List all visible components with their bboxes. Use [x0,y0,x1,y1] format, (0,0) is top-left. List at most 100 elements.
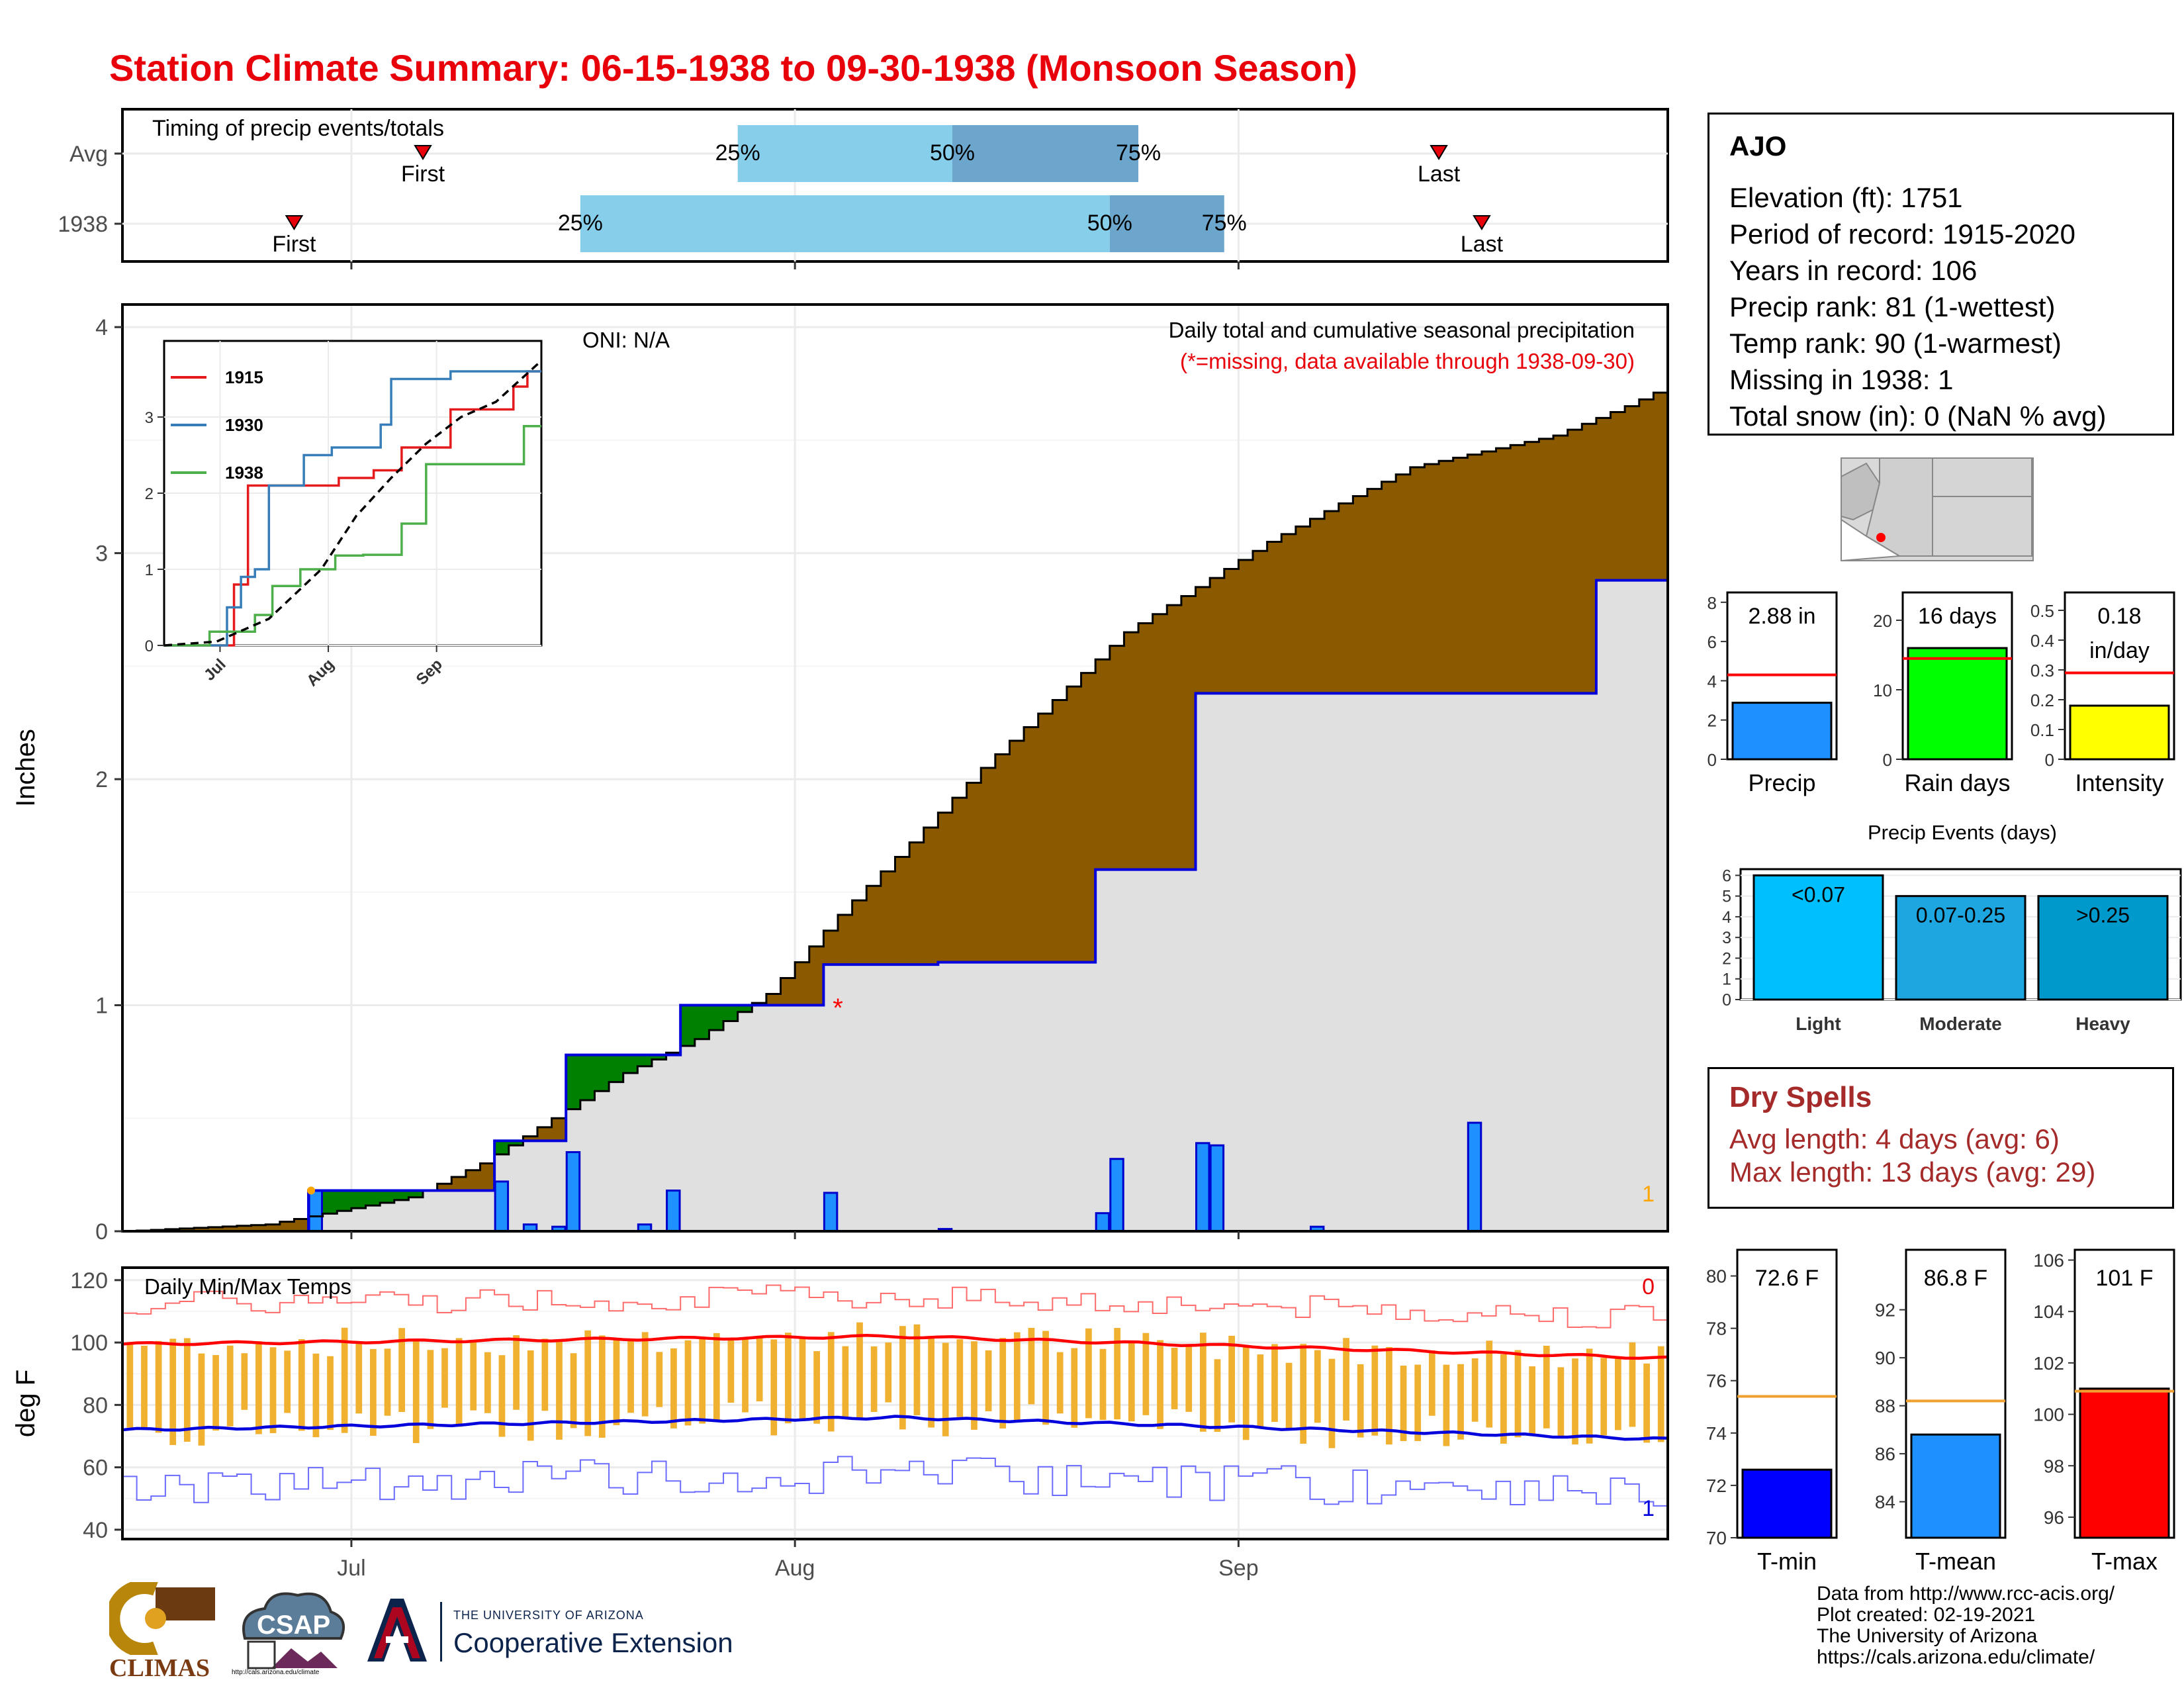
deficit-fill [1381,481,1396,694]
precip-gauge-2-ytick-label: 0.2 [2030,690,2054,710]
temp-ytick-label: 60 [83,1456,108,1481]
daily-temp-bar [412,1339,420,1443]
daily-temp-bar [1328,1358,1336,1448]
daily-temp-bar [226,1345,234,1427]
deficit-fill [1481,451,1497,694]
events-category-label: Light [1796,1013,1841,1034]
daily-temp-bar [1071,1348,1078,1428]
average-cumulative-line [122,385,1669,1233]
daily-temp-bar [1486,1340,1493,1428]
deficit-fill [909,842,925,965]
precip-frame [121,303,1669,1233]
daily-temp-bar [570,1353,577,1429]
daily-precip-bar [308,1190,324,1233]
missing-data-marker: * [833,994,843,1023]
precip-gauge-1-label: Rain days [1904,769,2010,796]
deficit-fill [265,1224,281,1231]
deficit-fill [537,1127,553,1141]
daily-precip-bar [823,1192,839,1233]
daily-temp-bar [241,1353,248,1410]
temp-gauge-2-ytick-label: 100 [2033,1405,2064,1425]
daily-temp-bar [370,1348,377,1436]
first-event-marker [307,1186,316,1195]
daily-temp-bar [1514,1350,1522,1438]
temp-gauge-1-ytick-label: 90 [1875,1348,1895,1368]
precip-ytick-label: 1 [95,994,108,1019]
deficit-fill [1210,578,1225,694]
deficit-fill [222,1226,238,1231]
daily-temp-bar [141,1345,148,1430]
deficit-fill [551,1118,567,1141]
precip-gauge-value: 0.18 [2097,604,2141,629]
daily-temp-bar [1629,1342,1636,1427]
daily-temp-bar [1042,1331,1049,1425]
deficit-fill [795,962,810,1006]
events-bar-label: 0.07-0.25 [1916,904,2005,927]
daily-temp-bar [1099,1348,1107,1420]
timing-event-label: First [272,232,316,257]
station-info-line: Elevation (ft): 1751 [1729,182,1963,213]
daily-temp-bar [312,1353,320,1438]
temp-gauge-0-ytick-label: 70 [1706,1528,1727,1548]
precip-chart-title: Daily total and cumulative seasonal prec… [1169,318,1635,342]
timing-title: Timing of precip events/totals [152,116,444,141]
daily-temp-bar [1171,1348,1178,1409]
month-label: Aug [775,1556,815,1581]
temp-ytick-label: 40 [83,1518,108,1543]
deficit-fill [852,900,867,965]
deficit-fill [1095,659,1111,870]
daily-temp-bar [985,1350,992,1411]
temp-gauge-0-ytick-label: 72 [1706,1476,1727,1496]
daily-temp-bar [870,1346,878,1412]
temp-chart-title: Daily Min/Max Temps [144,1274,351,1299]
deficit-fill [995,754,1011,962]
daily-temp-bar [298,1338,305,1431]
climas-logo: CLIMAS [105,1579,218,1682]
deficit-fill [1610,412,1625,581]
events-ytick-label: 3 [1722,929,1731,947]
station-info-line: Years in record: 106 [1729,255,1978,286]
footer-credit-line: Data from http://www.rcc-acis.org/ [1817,1583,2115,1605]
deficit-fill [451,1177,467,1191]
precip-gauge-0-ytick-label: 2 [1707,711,1717,731]
daily-temp-bar [1271,1344,1278,1422]
precip-gauge-0-ytick-label: 0 [1707,750,1717,770]
deficit-fill [1353,496,1368,694]
daily-temp-bar [1400,1365,1407,1441]
page-title: Station Climate Summary: 06-15-1938 to 0… [109,47,1357,89]
daily-temp-bar [713,1333,720,1421]
precip-gauge-2-ytick-label: 0.3 [2030,661,2054,680]
deficit-fill [952,798,968,962]
daily-temp-bar [1128,1340,1135,1422]
deficit-fill [1424,464,1439,694]
deficit-fill [1467,454,1482,694]
precip-gauge-2-label: Intensity [2075,769,2163,796]
ua-logo-big-text: Cooperative Extension [453,1627,733,1658]
surplus-fill [694,1005,710,1039]
daily-temp-bar [756,1336,763,1401]
daily-temp-bar [742,1338,749,1413]
daily-precip-bar [1209,1144,1225,1233]
daily-temp-bar [212,1355,219,1431]
inset-ytick-label: 3 [145,409,154,427]
deficit-fill [1410,467,1426,694]
daily-temp-bar [684,1340,692,1426]
precip-gauge-value: 2.88 in [1748,604,1815,629]
deficit-fill [294,1219,309,1231]
daily-temp-bar [1443,1364,1450,1446]
temp-gauge-2-ytick-label: 102 [2033,1353,2064,1374]
daily-temp-bar [1572,1358,1578,1445]
surplus-fill [609,1055,624,1082]
daily-temp-bar [126,1344,134,1428]
daily-temp-bar [1242,1347,1250,1440]
temp-gauge-1-ytick-label: 88 [1875,1396,1895,1417]
deficit-fill [895,857,910,965]
deficit-fill [236,1225,252,1231]
timing-event-marker [1473,215,1491,230]
daily-precip-bar [494,1180,510,1233]
temp-gauge-2-ytick-label: 96 [2044,1507,2064,1528]
surplus-fill [723,1005,739,1021]
daily-temp-bar [1157,1340,1163,1429]
deficit-fill [1596,418,1612,581]
deficit-fill [1295,526,1311,694]
